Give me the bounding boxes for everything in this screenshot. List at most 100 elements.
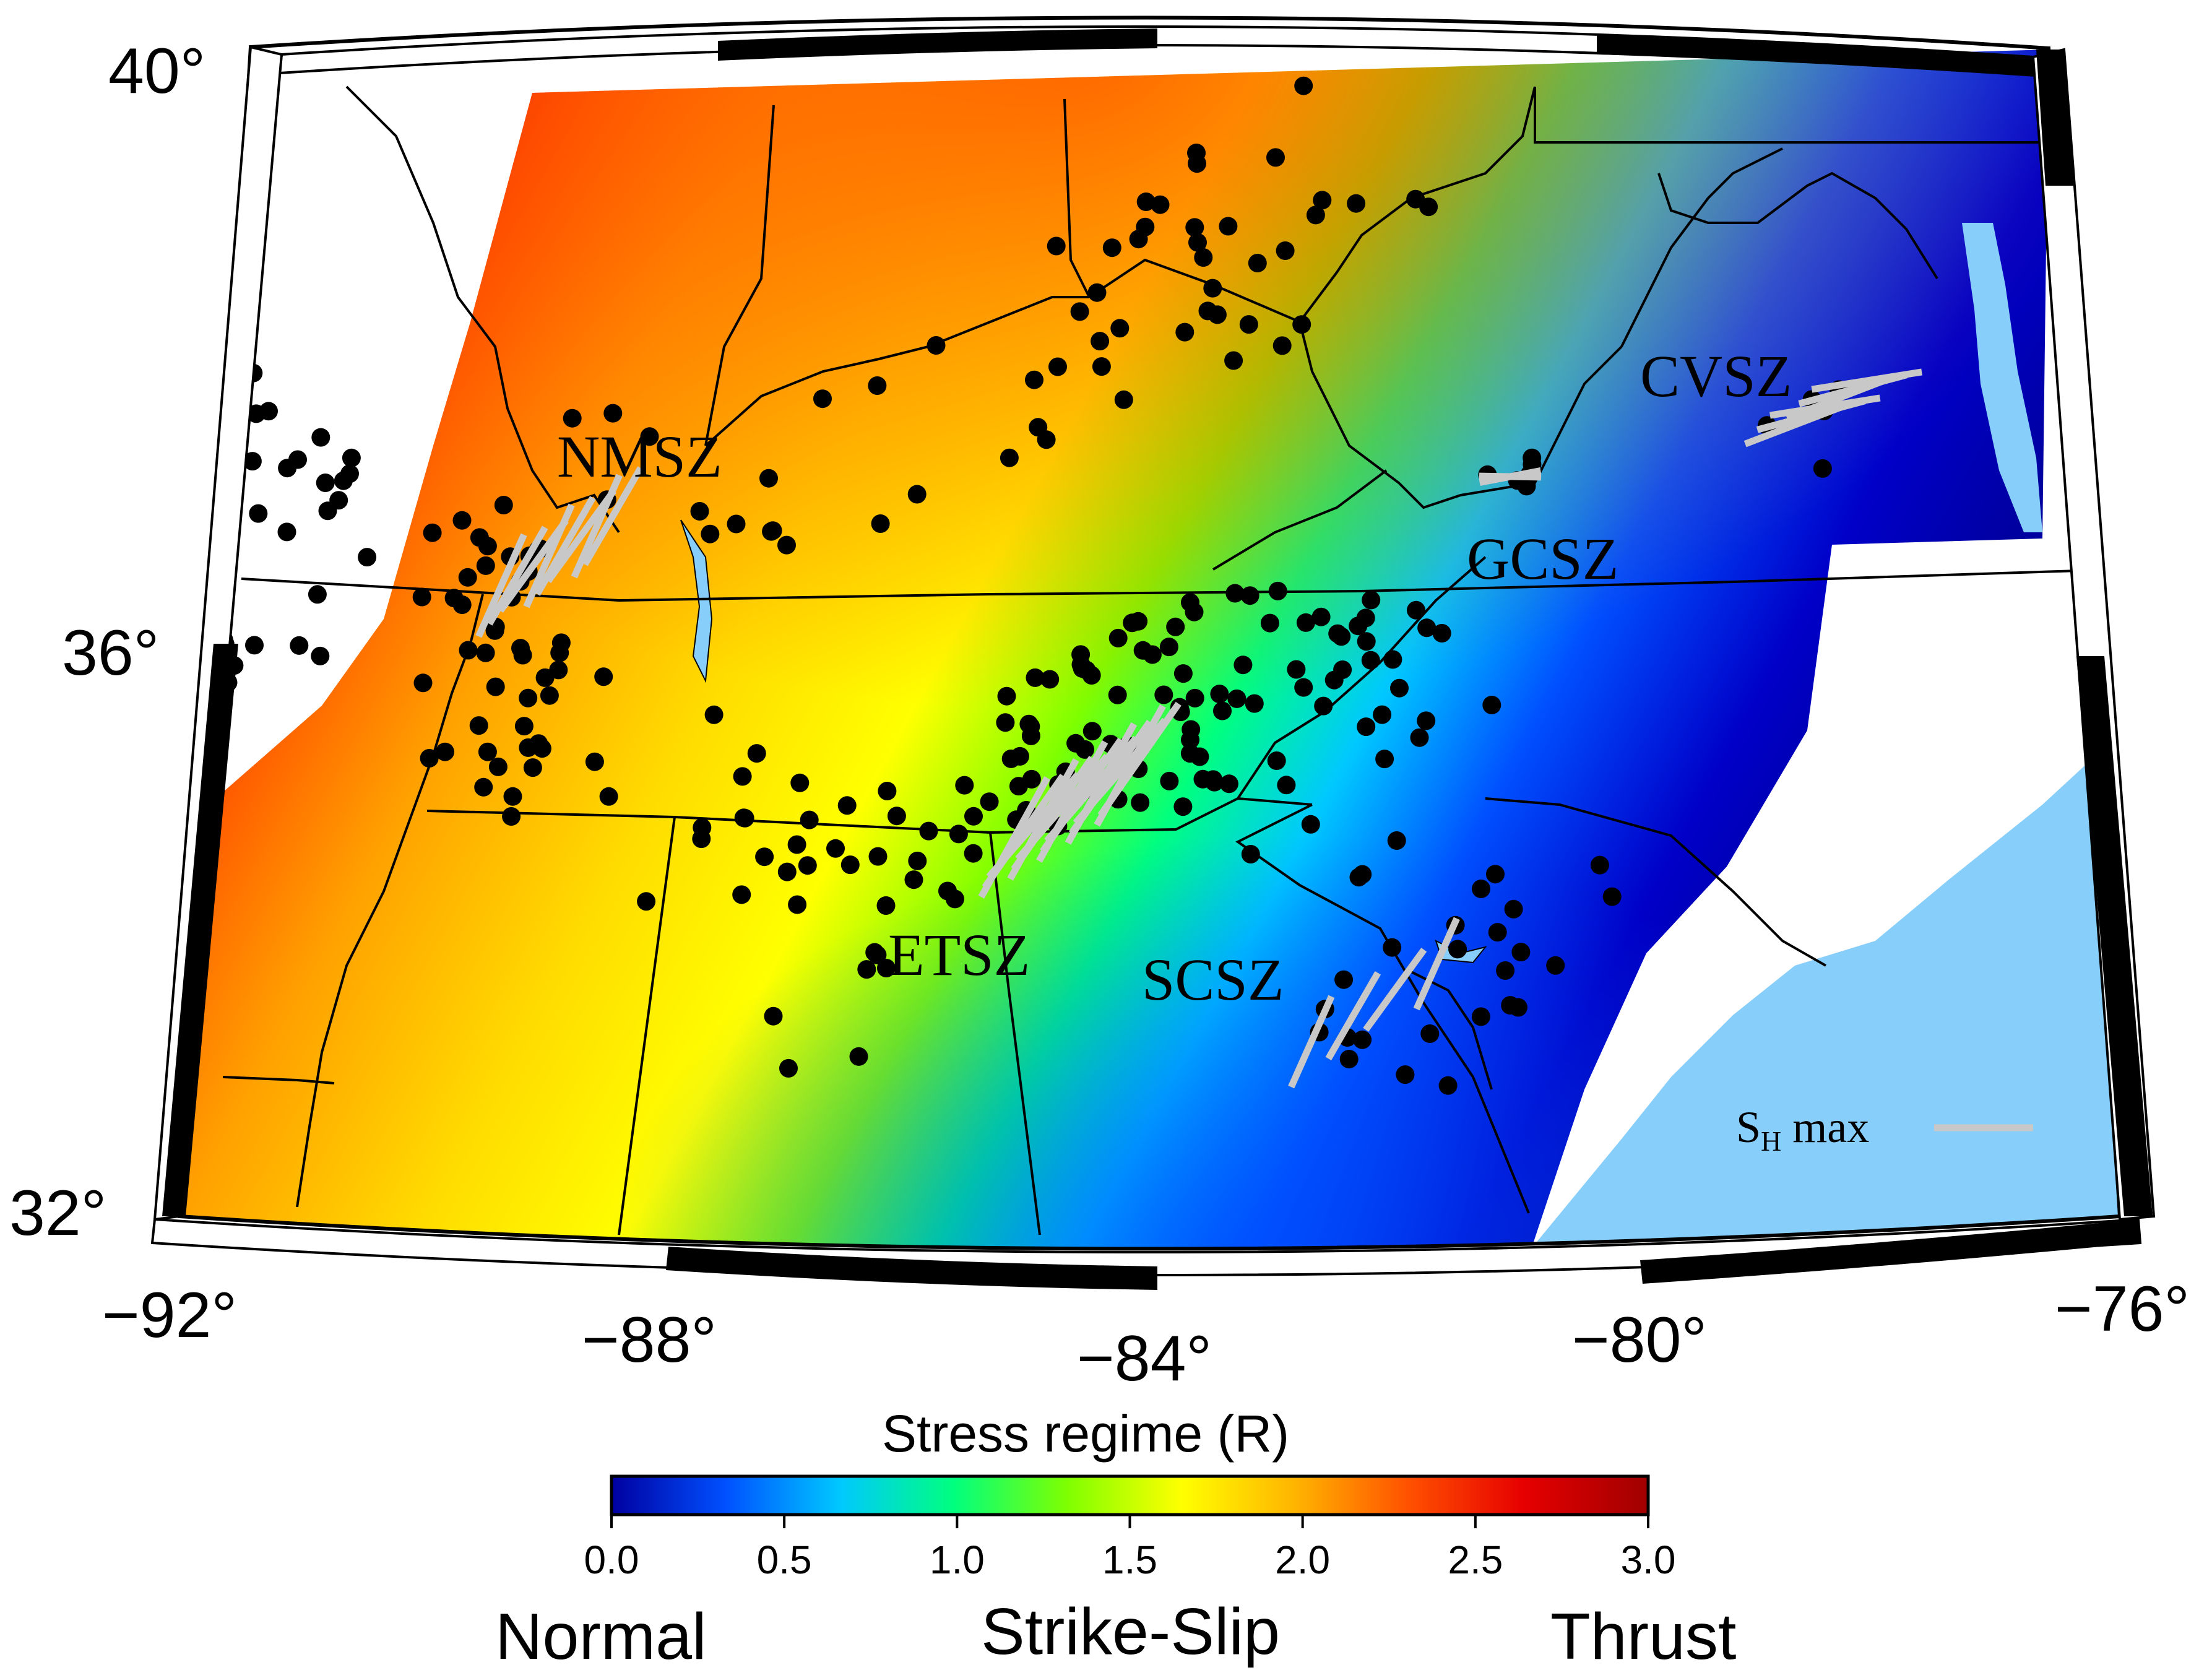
earthquake-dot	[1546, 956, 1565, 975]
earthquake-dot	[690, 502, 709, 521]
earthquake-dot	[1070, 302, 1089, 321]
colorbar-ticks: 0.0 0.5 1.0 1.5 2.0 2.5 3.0	[584, 1515, 1676, 1582]
shmax-bar	[1288, 995, 1335, 1089]
earthquake-dot	[1193, 769, 1212, 789]
earthquake-dot	[640, 427, 659, 446]
shmax-bar	[1325, 971, 1381, 1061]
shmax-bar	[1073, 717, 1168, 826]
lat-label-32: 32°	[9, 1177, 106, 1249]
earthquake-dot	[1185, 602, 1204, 621]
shmax-bar	[1044, 735, 1139, 844]
shmax-bar	[986, 771, 1081, 880]
earthquake-dot	[1245, 694, 1264, 713]
earthquake-dot	[1438, 1076, 1458, 1095]
earthquake-dot	[1219, 774, 1238, 794]
earthquake-dot	[877, 959, 896, 977]
earthquake-dot	[1160, 771, 1179, 790]
earthquake-dot	[1277, 776, 1296, 795]
earthquake-dot	[840, 855, 860, 875]
colorbar: Stress regime (R) 0.0 0.5 1.0 1.5 2.0 2.5 3.0	[584, 1404, 1676, 1582]
earthquake-dot	[503, 787, 522, 806]
earthquake-dot	[938, 881, 957, 901]
earthquake-dot	[1375, 750, 1394, 769]
earthquake-dot	[790, 773, 810, 792]
earthquake-dot	[243, 452, 262, 471]
earthquake-dot	[316, 474, 335, 492]
regime-normal: Normal	[495, 1600, 707, 1670]
earthquake-dot	[1357, 632, 1376, 651]
earthquake-dot	[1420, 1024, 1440, 1043]
earthquake-dot	[1173, 797, 1193, 816]
earthquake-dot	[563, 409, 582, 428]
earthquake-dot	[532, 739, 551, 758]
earthquake-dot	[308, 585, 327, 604]
earthquake-dot	[1188, 233, 1207, 252]
shmax-bar	[1811, 368, 1922, 393]
shmax-orientations	[475, 368, 1922, 1089]
colorbar-tick-label: 1.0	[930, 1538, 985, 1582]
earthquake-dot	[1333, 660, 1352, 679]
earthquake-dot	[603, 404, 623, 423]
earthquake-dot	[1224, 351, 1243, 370]
zone-label-scsz: SCSZ	[1142, 946, 1284, 1013]
earthquake-dot	[813, 389, 832, 409]
earthquake-dot	[476, 556, 495, 575]
regime-strike-slip: Strike-Slip	[981, 1595, 1280, 1668]
earthquake-dot	[1417, 711, 1436, 730]
earthquake-dot	[458, 568, 477, 587]
earthquake-dot	[1383, 650, 1402, 669]
earthquake-dot	[1092, 357, 1111, 376]
earthquake-dot	[1026, 668, 1045, 687]
earthquake-dot	[1294, 678, 1313, 697]
earthquake-dot	[964, 844, 983, 863]
earthquake-dot	[494, 496, 513, 514]
earthquake-dot	[1091, 332, 1110, 351]
earthquake-dot	[1233, 655, 1253, 675]
atlantic-ocean	[1535, 668, 2120, 1244]
earthquake-dot	[1501, 996, 1520, 1015]
earthquake-dot	[1373, 705, 1392, 724]
lon-label-84: −84°	[1077, 1323, 1212, 1395]
earthquake-dot	[318, 501, 337, 521]
earthquake-dot	[919, 821, 938, 841]
stress-field-blue-overlay	[179, 50, 2049, 1249]
earthquake-dot	[277, 522, 296, 542]
earthquake-dot	[779, 1058, 798, 1078]
earthquake-dot	[187, 495, 206, 514]
earthquake-dot	[1010, 746, 1029, 766]
earthquake-dot	[334, 471, 353, 490]
colorbar-tick-label: 2.0	[1275, 1538, 1330, 1582]
colorbar-tick-label: 2.5	[1448, 1538, 1503, 1582]
lon-label-80: −80°	[1572, 1304, 1707, 1376]
earthquake-dot	[594, 667, 613, 686]
earthquake-dot	[826, 839, 845, 858]
earthquake-dot	[478, 537, 497, 556]
earthquake-dot	[423, 523, 442, 542]
colorbar-tick-label: 3.0	[1621, 1538, 1676, 1582]
earthquake-dot	[1048, 357, 1067, 376]
earthquake-dot	[551, 633, 571, 652]
earthquake-dot	[1287, 660, 1306, 679]
earthquake-dot	[733, 767, 752, 786]
earthquake-dot	[290, 636, 309, 655]
earthquake-dot	[764, 1006, 783, 1026]
earthquake-dot	[245, 636, 264, 655]
kentucky-lake	[680, 519, 713, 683]
earthquake-dot	[1301, 815, 1320, 834]
earthquake-dot	[1009, 777, 1028, 796]
earthquake-dot	[1294, 76, 1313, 95]
earthquake-dot	[887, 807, 906, 826]
earthquake-dot	[249, 504, 268, 523]
earthquake-dot	[1813, 459, 1832, 478]
shmax-bar	[475, 533, 527, 638]
earthquake-dot	[1339, 1050, 1359, 1068]
earthquake-dot	[1185, 688, 1204, 707]
shmax-bar	[1015, 753, 1110, 862]
earthquake-dot	[1314, 696, 1333, 716]
colorbar-title: Stress regime (R)	[882, 1404, 1289, 1463]
earthquake-dot	[1448, 940, 1467, 959]
earthquake-dot	[1021, 726, 1040, 745]
earthquake-dot	[1517, 477, 1536, 496]
earthquake-dot	[1419, 197, 1438, 217]
